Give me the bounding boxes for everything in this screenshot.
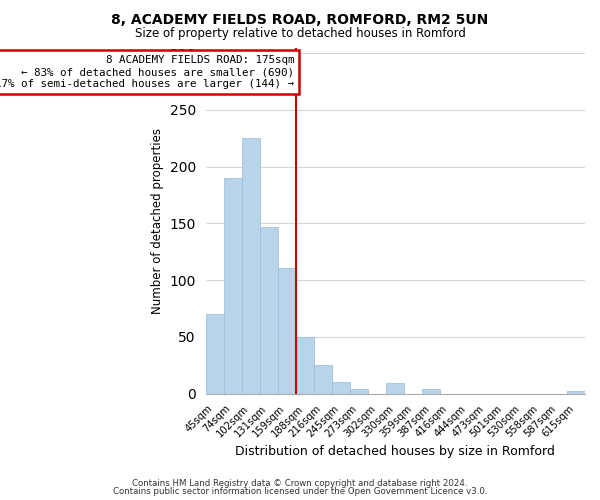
Bar [422, 389, 440, 394]
Bar [386, 384, 404, 394]
Text: Contains HM Land Registry data © Crown copyright and database right 2024.: Contains HM Land Registry data © Crown c… [132, 478, 468, 488]
Text: Size of property relative to detached houses in Romford: Size of property relative to detached ho… [134, 28, 466, 40]
Bar [567, 392, 585, 394]
Bar [314, 365, 332, 394]
Bar [350, 389, 368, 394]
Bar [242, 138, 260, 394]
Bar [278, 268, 296, 394]
X-axis label: Distribution of detached houses by size in Romford: Distribution of detached houses by size … [235, 444, 555, 458]
Bar [296, 337, 314, 394]
Bar [224, 178, 242, 394]
Bar [260, 227, 278, 394]
Y-axis label: Number of detached properties: Number of detached properties [151, 128, 164, 314]
Text: 8, ACADEMY FIELDS ROAD, ROMFORD, RM2 5UN: 8, ACADEMY FIELDS ROAD, ROMFORD, RM2 5UN [112, 12, 488, 26]
Text: Contains public sector information licensed under the Open Government Licence v3: Contains public sector information licen… [113, 487, 487, 496]
Bar [332, 382, 350, 394]
Bar [206, 314, 224, 394]
Text: 8 ACADEMY FIELDS ROAD: 175sqm
← 83% of detached houses are smaller (690)
17% of : 8 ACADEMY FIELDS ROAD: 175sqm ← 83% of d… [0, 56, 294, 88]
